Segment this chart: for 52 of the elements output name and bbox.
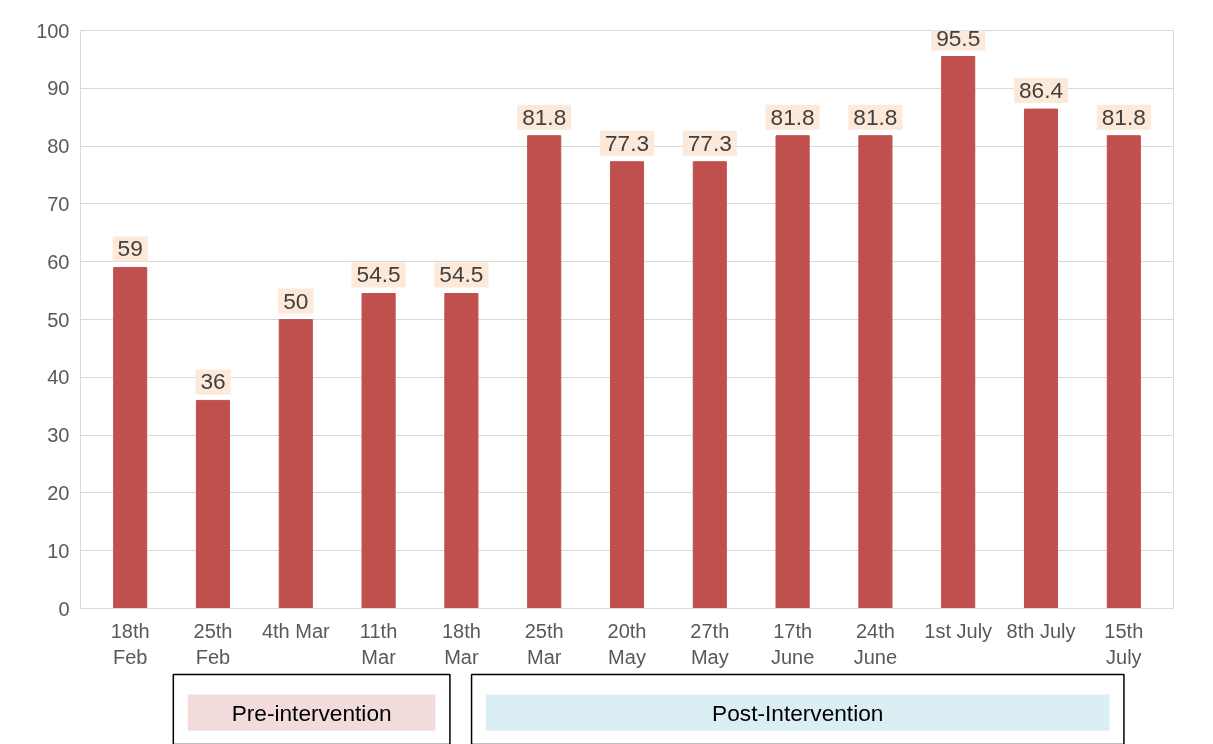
data-label: 54.5 <box>356 261 401 288</box>
text: Post-Intervention <box>712 699 884 726</box>
y-tick-label: 10 <box>47 539 70 562</box>
bar <box>692 161 727 609</box>
y-tick-label: 70 <box>47 192 70 215</box>
data-label: 59 <box>117 235 143 262</box>
y-tick-label: 100 <box>36 19 70 42</box>
x-tick-label: 27th May <box>690 619 730 668</box>
data-label: 81.8 <box>1101 103 1146 130</box>
data-label: 54.5 <box>439 261 484 288</box>
bar <box>609 161 645 609</box>
x-tick-label: 4th Mar <box>261 619 331 642</box>
x-tick-label: 8th July <box>1006 619 1076 642</box>
x-tick-label: 25th Mar <box>524 619 564 668</box>
y-tick-label: 0 <box>58 597 70 620</box>
y-tick-label: 80 <box>47 135 70 158</box>
bar <box>527 135 562 609</box>
data-label: 36 <box>200 368 226 395</box>
y-tick-label: 20 <box>47 481 70 504</box>
data-label: 81.8 <box>770 103 815 130</box>
data-label: 86.4 <box>1018 77 1064 104</box>
data-label: 95.5 <box>936 24 981 51</box>
x-tick-label: 11th Mar <box>359 619 398 668</box>
bar <box>941 56 976 609</box>
data-label: 81.8 <box>853 103 898 130</box>
y-tick-label: 90 <box>47 77 70 100</box>
text: Pre-intervention <box>231 699 392 726</box>
x-tick-label: 20th May <box>607 619 647 668</box>
data-label: 77.3 <box>687 129 732 156</box>
x-tick-label: 24th June <box>853 619 898 668</box>
y-tick-label: 30 <box>47 424 70 447</box>
data-label: 77.3 <box>604 129 650 156</box>
x-tick-label: 1st July <box>924 619 993 642</box>
bar <box>858 135 893 609</box>
bar <box>444 292 479 609</box>
y-tick-label: 60 <box>47 250 70 273</box>
bar <box>1023 108 1059 609</box>
x-tick-label: 15th July <box>1104 619 1144 668</box>
x-tick-label: 18th Mar <box>441 619 481 668</box>
data-label: 81.8 <box>522 103 567 130</box>
bar <box>278 319 313 609</box>
bar <box>775 135 810 609</box>
y-tick-label: 50 <box>47 308 70 331</box>
data-label: 50 <box>283 287 309 314</box>
bar <box>361 292 396 609</box>
x-tick-label: 25th Feb <box>193 619 233 668</box>
x-tick-label: 18th Feb <box>110 619 150 668</box>
x-tick-label: 17th June <box>770 619 815 668</box>
y-tick-label: 40 <box>47 366 70 389</box>
bar <box>195 399 231 609</box>
bar <box>1106 135 1141 609</box>
bar <box>113 266 148 609</box>
